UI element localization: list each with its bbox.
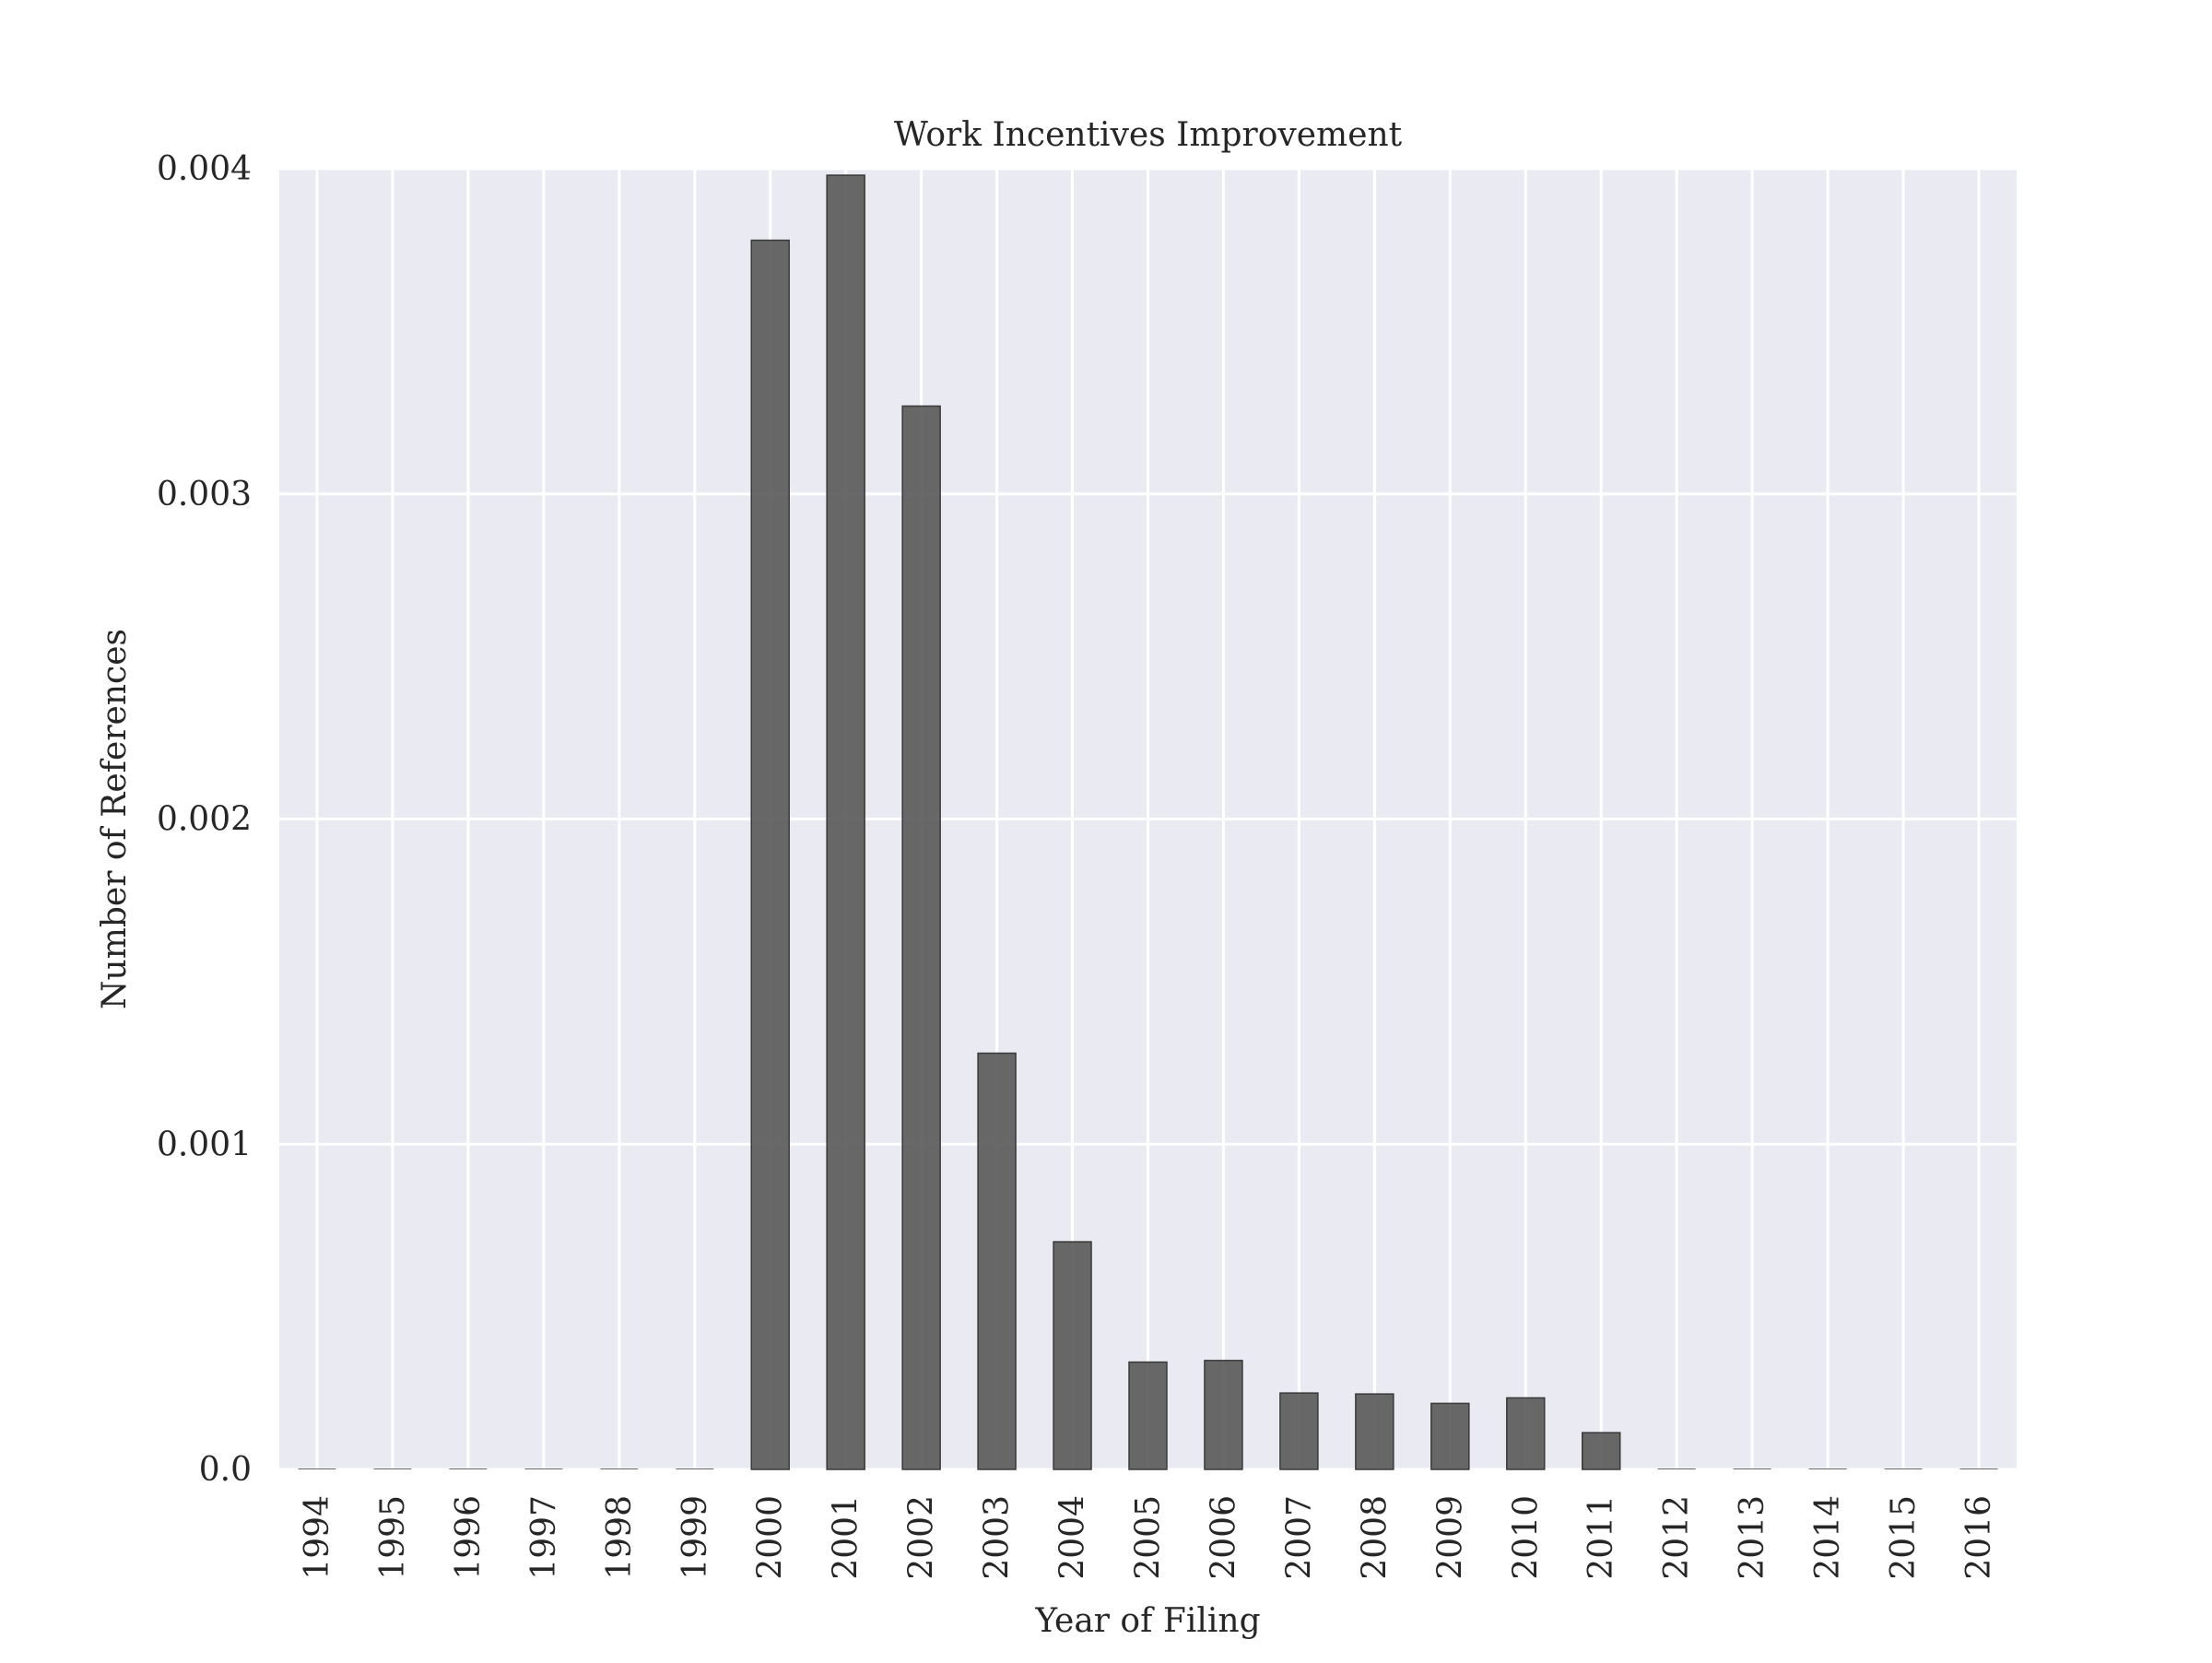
bar-2008 — [1355, 1393, 1394, 1470]
bar-2007 — [1279, 1392, 1319, 1470]
x-tick-label: 2010 — [1507, 1495, 1545, 1580]
bar-2000 — [750, 239, 790, 1470]
x-tick-label: 2002 — [903, 1495, 941, 1580]
bar-2004 — [1053, 1241, 1092, 1470]
bar-2009 — [1430, 1402, 1470, 1470]
y-tick-label: 0.0 — [199, 1451, 252, 1489]
x-tick-label: 1998 — [601, 1495, 639, 1580]
bar-1999 — [676, 1468, 714, 1469]
x-tick-label: 2012 — [1658, 1495, 1696, 1580]
x-tick-label: 2001 — [828, 1495, 865, 1580]
x-axis-ticks: 1994 1995 1996 1997 1998 1999 2000 2001 2002 2003… — [299, 1495, 1998, 1580]
bar-1996 — [449, 1468, 488, 1469]
x-tick-label: 1996 — [450, 1495, 488, 1580]
bar-2003 — [977, 1052, 1017, 1470]
bar-2012 — [1657, 1468, 1696, 1469]
x-axis-label: Year of Filing — [1034, 1602, 1260, 1640]
y-tick-label: 0.002 — [157, 801, 252, 839]
x-tick-label: 2016 — [1960, 1495, 1998, 1580]
bar-2013 — [1733, 1468, 1771, 1469]
x-tick-label: 2004 — [1054, 1495, 1092, 1580]
bar-2014 — [1808, 1468, 1847, 1469]
bars — [298, 174, 1998, 1470]
bar-1995 — [373, 1468, 412, 1469]
bar-1998 — [600, 1468, 639, 1469]
bar-2006 — [1204, 1360, 1243, 1470]
bar-2010 — [1506, 1397, 1546, 1470]
x-tick-label: 1995 — [374, 1495, 412, 1580]
bar-1997 — [524, 1468, 563, 1469]
chart-title: Work Incentives Improvement — [894, 116, 1403, 154]
x-tick-label: 2006 — [1205, 1495, 1242, 1580]
x-tick-label: 2003 — [979, 1495, 1017, 1580]
bar-2015 — [1884, 1468, 1923, 1469]
x-tick-label: 2005 — [1130, 1495, 1168, 1580]
x-tick-label: 1994 — [299, 1495, 336, 1580]
x-tick-label: 2011 — [1583, 1495, 1620, 1580]
x-tick-label: 2008 — [1356, 1495, 1394, 1580]
x-tick-label: 2009 — [1431, 1495, 1469, 1580]
x-tick-label: 2007 — [1280, 1495, 1318, 1580]
x-tick-label: 1997 — [525, 1495, 563, 1580]
y-tick-label: 0.001 — [157, 1126, 252, 1163]
x-tick-label: 2015 — [1885, 1495, 1923, 1580]
bar-2002 — [901, 405, 941, 1470]
bar-1994 — [298, 1468, 336, 1469]
y-axis-ticks: 0.0 0.001 0.002 0.003 0.004 — [157, 150, 252, 1489]
y-axis-label: Number of References — [96, 629, 134, 1009]
bar-2016 — [1959, 1468, 1998, 1469]
bar-2001 — [826, 174, 865, 1470]
y-tick-label: 0.003 — [157, 476, 252, 513]
x-tick-label: 2000 — [752, 1495, 790, 1580]
bar-2005 — [1128, 1361, 1168, 1470]
x-tick-label: 2013 — [1734, 1495, 1771, 1580]
x-tick-label: 2014 — [1809, 1495, 1847, 1580]
y-tick-label: 0.004 — [157, 150, 252, 188]
bar-2011 — [1582, 1432, 1621, 1470]
x-tick-label: 1999 — [677, 1495, 714, 1580]
